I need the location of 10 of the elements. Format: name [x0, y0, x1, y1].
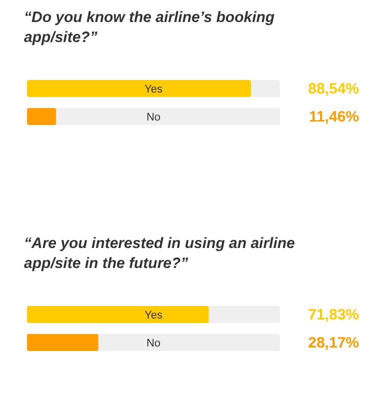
y-tick-label: Yes: [144, 84, 163, 96]
y-tick-label: Yes: [144, 310, 163, 322]
chart-title: “Are you interested in using an airline app/site in the future?”: [23, 234, 296, 274]
data-label: 28,17%: [308, 334, 359, 352]
y-tick-label: No: [146, 338, 161, 350]
data-label: 88,54%: [308, 80, 359, 98]
data-label: 11,46%: [308, 108, 359, 126]
chart-title: “Do you know the airline’s booking app/site?”: [23, 8, 276, 48]
data-label: 71,83%: [308, 306, 359, 324]
y-tick-label: No: [146, 112, 161, 124]
